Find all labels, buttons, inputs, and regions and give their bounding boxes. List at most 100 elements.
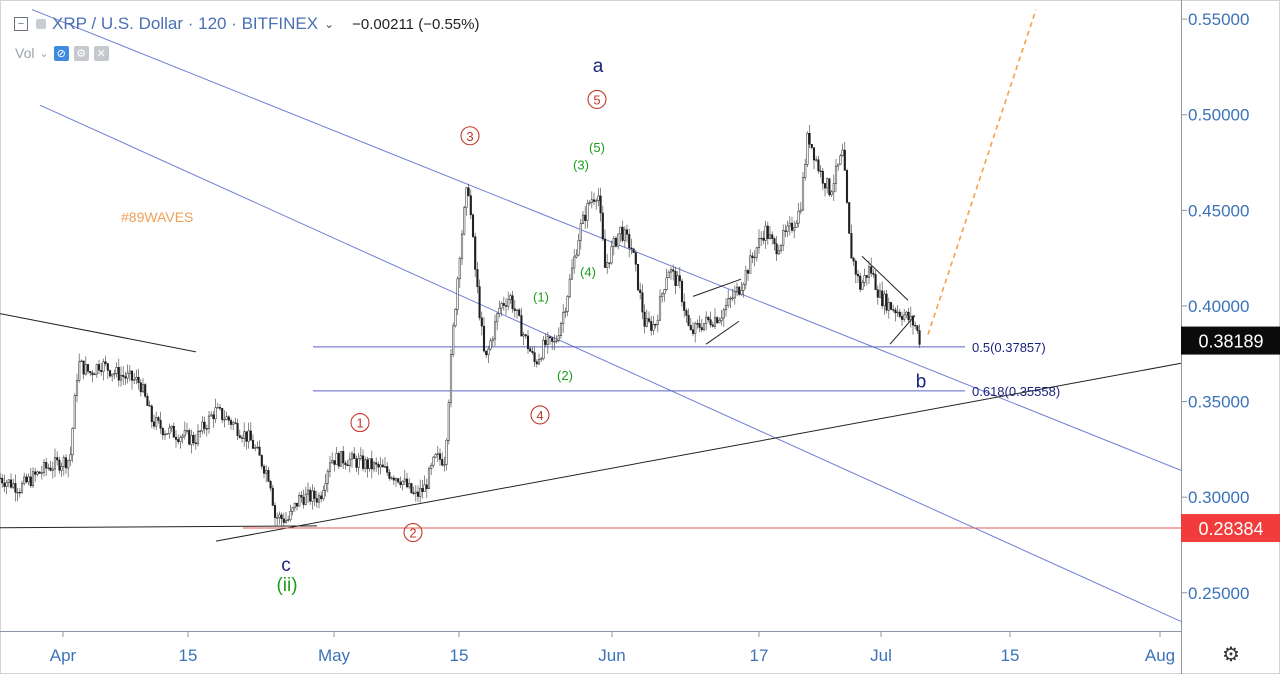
candle [328, 462, 332, 472]
candle [782, 230, 785, 246]
candle [309, 489, 312, 502]
candle [379, 464, 382, 468]
candle [566, 296, 569, 312]
candle [581, 214, 585, 224]
candle [221, 408, 224, 420]
candle [168, 427, 171, 434]
candle [306, 489, 310, 495]
eye-off-icon[interactable]: ⊘ [53, 45, 69, 61]
candle [53, 457, 57, 470]
candle [914, 324, 917, 327]
candle [883, 293, 886, 307]
candle [577, 240, 580, 256]
candle [265, 470, 268, 474]
time-tick-label: 15 [179, 646, 198, 665]
candle [71, 428, 74, 456]
candle [762, 237, 765, 241]
candle [456, 278, 459, 310]
candle [777, 250, 780, 255]
candle [709, 319, 712, 326]
gear-icon[interactable]: ⚙ [73, 45, 89, 61]
candle [900, 316, 904, 320]
price-tick-label: 0.30000 [1188, 488, 1249, 507]
candle [331, 460, 334, 464]
candle [665, 277, 668, 290]
candle [366, 459, 369, 469]
candle [832, 183, 835, 193]
fib-labels: 0.5(0.37857) 0.618(0.35558) [972, 340, 1060, 399]
candle [29, 476, 32, 487]
candle [243, 431, 246, 439]
minus-box-icon[interactable]: − [14, 17, 28, 31]
wave-label: 1 [356, 416, 363, 431]
chevron-down-icon[interactable]: ⌄ [324, 17, 335, 31]
candle [82, 360, 85, 375]
candle [339, 451, 343, 467]
candle [386, 466, 389, 473]
candle [300, 494, 303, 498]
candle [5, 482, 8, 487]
candle [192, 434, 195, 444]
wave-circle [460, 126, 480, 146]
time-tick-label: May [318, 646, 351, 665]
candle [863, 275, 866, 283]
candle [905, 311, 908, 316]
candle [628, 234, 631, 249]
trend-line [215, 362, 1182, 542]
candle [579, 223, 582, 241]
candle [498, 307, 501, 314]
candle [645, 318, 648, 327]
candle [293, 502, 296, 509]
candle [75, 380, 79, 396]
candle [137, 376, 140, 383]
candle [152, 421, 156, 427]
candle [524, 334, 527, 337]
candle [159, 420, 162, 429]
drawing-lines [0, 9, 1182, 622]
gear-icon[interactable]: ⚙ [1222, 644, 1240, 666]
candle [797, 211, 800, 224]
candle [372, 462, 376, 470]
candle [135, 376, 138, 380]
candle [84, 364, 87, 375]
candle [500, 303, 503, 309]
candle [674, 270, 677, 286]
candle [562, 312, 565, 324]
trend-line [0, 313, 197, 353]
candle [621, 226, 624, 241]
volume-label[interactable]: Vol [15, 45, 35, 61]
time-tick-label: Apr [50, 646, 77, 665]
candle [388, 472, 391, 479]
candle [262, 465, 266, 474]
candle [564, 311, 567, 313]
wave-circle [587, 89, 607, 109]
candle [271, 487, 274, 506]
candle [676, 275, 679, 286]
watermark-text: #89WAVES [121, 209, 193, 225]
candle [526, 335, 530, 349]
candle [256, 446, 259, 449]
candle [196, 430, 200, 445]
candle [647, 318, 651, 322]
candle [454, 309, 457, 327]
candle [122, 374, 125, 377]
candle [685, 310, 688, 316]
candle [744, 270, 747, 285]
candle [487, 348, 490, 356]
candle [867, 266, 871, 278]
candle [214, 407, 217, 420]
wave-circle [403, 522, 423, 543]
price-axis: 0.55000 0.50000 0.45000 0.40000 0.35000 0.300… [1181, 10, 1280, 603]
projection-line [927, 9, 1037, 335]
close-icon[interactable]: ✕ [93, 45, 109, 61]
current-price-label: 0.38189 [1198, 332, 1263, 352]
candle [918, 330, 921, 345]
candle [179, 437, 182, 442]
candle [12, 483, 15, 488]
chevron-down-icon[interactable]: ⌄ [39, 47, 49, 60]
candle [102, 361, 105, 372]
candle [755, 247, 758, 258]
candle [513, 308, 516, 311]
symbol-title[interactable]: XRP / U.S. Dollar · 120 · BITFINEX [52, 14, 319, 33]
